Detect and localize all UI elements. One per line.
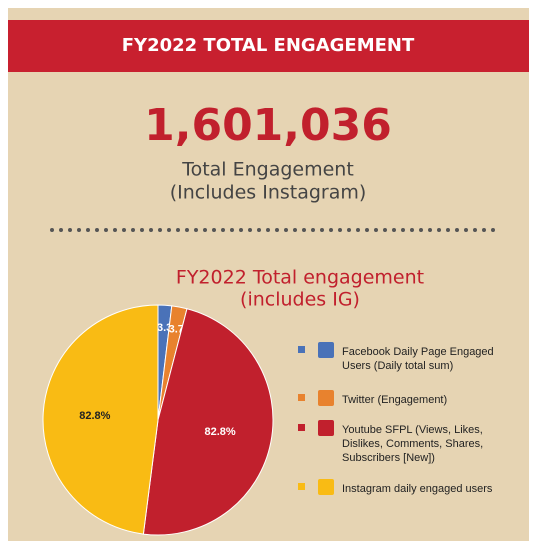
legend-swatch: [298, 346, 305, 353]
legend-icon: [318, 420, 334, 436]
legend-icon: [318, 479, 334, 495]
chart-subtitle: (includes IG): [240, 289, 360, 311]
slice-label: 82.8%: [79, 410, 110, 422]
legend-icon: [318, 390, 334, 406]
header-title: FY2022 TOTAL ENGAGEMENT: [122, 35, 415, 56]
legend-label: Youtube SFPL (Views, Likes, Dislikes, Co…: [342, 424, 484, 464]
legend-swatch: [298, 394, 305, 401]
legend-label: Instagram daily engaged users: [342, 483, 493, 495]
legend-swatch: [298, 483, 305, 490]
header-band: [8, 20, 529, 72]
chart-title: FY2022 Total engagement: [176, 267, 424, 289]
legend-label: Twitter (Engagement): [342, 394, 448, 406]
legend-label: Facebook Daily Page Engaged Users (Daily…: [342, 346, 494, 372]
pie-slice: [142, 308, 274, 536]
headline-note: (Includes Instagram): [170, 182, 367, 204]
pie-slice: [42, 304, 159, 535]
slice-label: 82.8%: [204, 426, 235, 438]
headline-value: 1,601,036: [144, 100, 392, 151]
legend-swatch: [298, 424, 305, 431]
legend-icon: [318, 342, 334, 358]
headline-label: Total Engagement: [181, 159, 354, 181]
